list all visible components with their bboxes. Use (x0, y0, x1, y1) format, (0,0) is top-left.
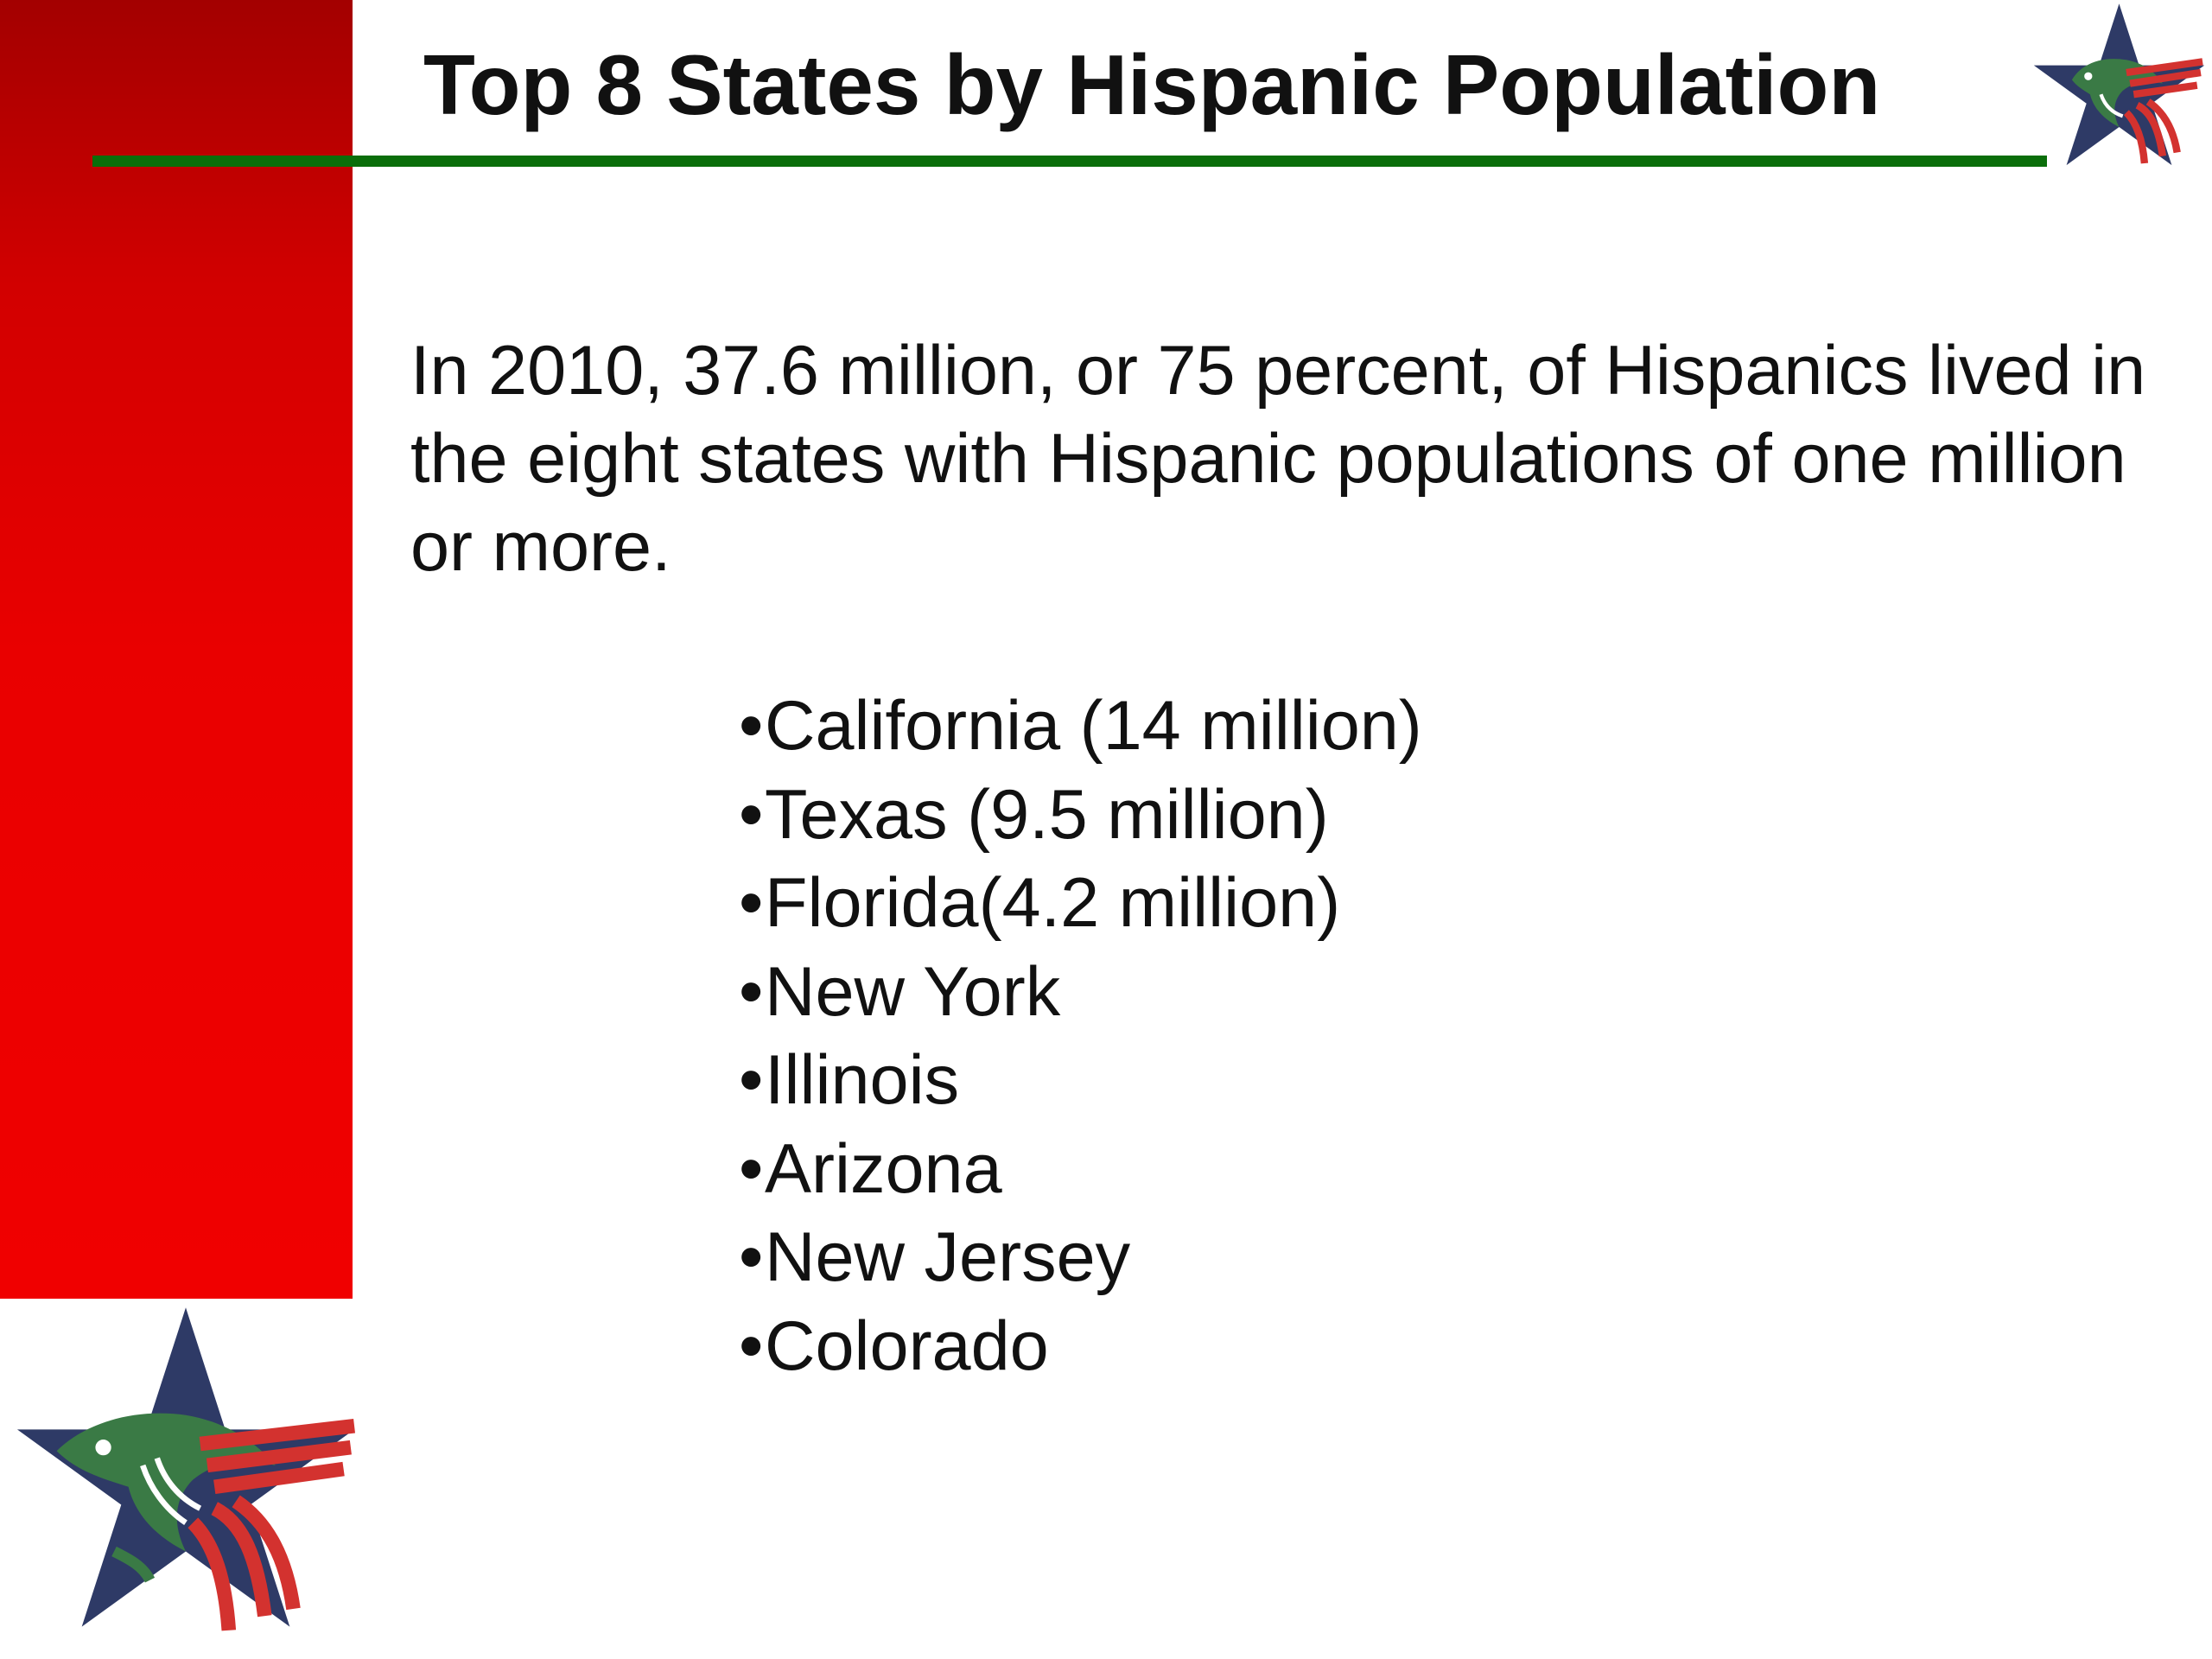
bullet: • (739, 952, 764, 1031)
list-item: •California (14 million) (739, 682, 1422, 771)
state-label: Illinois (765, 1041, 960, 1119)
list-item: •New Jersey (739, 1213, 1422, 1302)
bullet: • (739, 1306, 764, 1385)
list-item: •Colorado (739, 1302, 1422, 1391)
list-item: •Texas (9.5 million) (739, 771, 1422, 860)
state-label: Colorado (765, 1306, 1049, 1385)
bullet: • (739, 1129, 764, 1208)
bullet: • (739, 687, 764, 765)
state-label: New York (765, 952, 1061, 1031)
intro-paragraph: In 2010, 37.6 million, or 75 percent, of… (410, 332, 2146, 586)
state-label: Texas (9.5 million) (765, 775, 1329, 854)
state-list: •California (14 million) •Texas (9.5 mil… (739, 682, 1422, 1390)
state-label: California (14 million) (765, 687, 1422, 765)
state-label: Florida(4.2 million) (765, 864, 1341, 942)
list-item: •Illinois (739, 1036, 1422, 1125)
star-eagle-logo-icon (2033, 3, 2205, 166)
left-red-panel (0, 0, 353, 1299)
slide-title: Top 8 States by Hispanic Population (423, 37, 1881, 132)
bullet: • (739, 1218, 764, 1296)
state-label: New Jersey (765, 1218, 1131, 1296)
title-underline (92, 156, 2047, 167)
list-item: •New York (739, 948, 1422, 1037)
bullet: • (739, 1041, 764, 1119)
state-label: Arizona (765, 1129, 1002, 1208)
bullet: • (739, 775, 764, 854)
star-eagle-logo-icon (16, 1307, 356, 1631)
list-item: •Arizona (739, 1125, 1422, 1214)
list-item: •Florida(4.2 million) (739, 859, 1422, 948)
bullet: • (739, 864, 764, 942)
